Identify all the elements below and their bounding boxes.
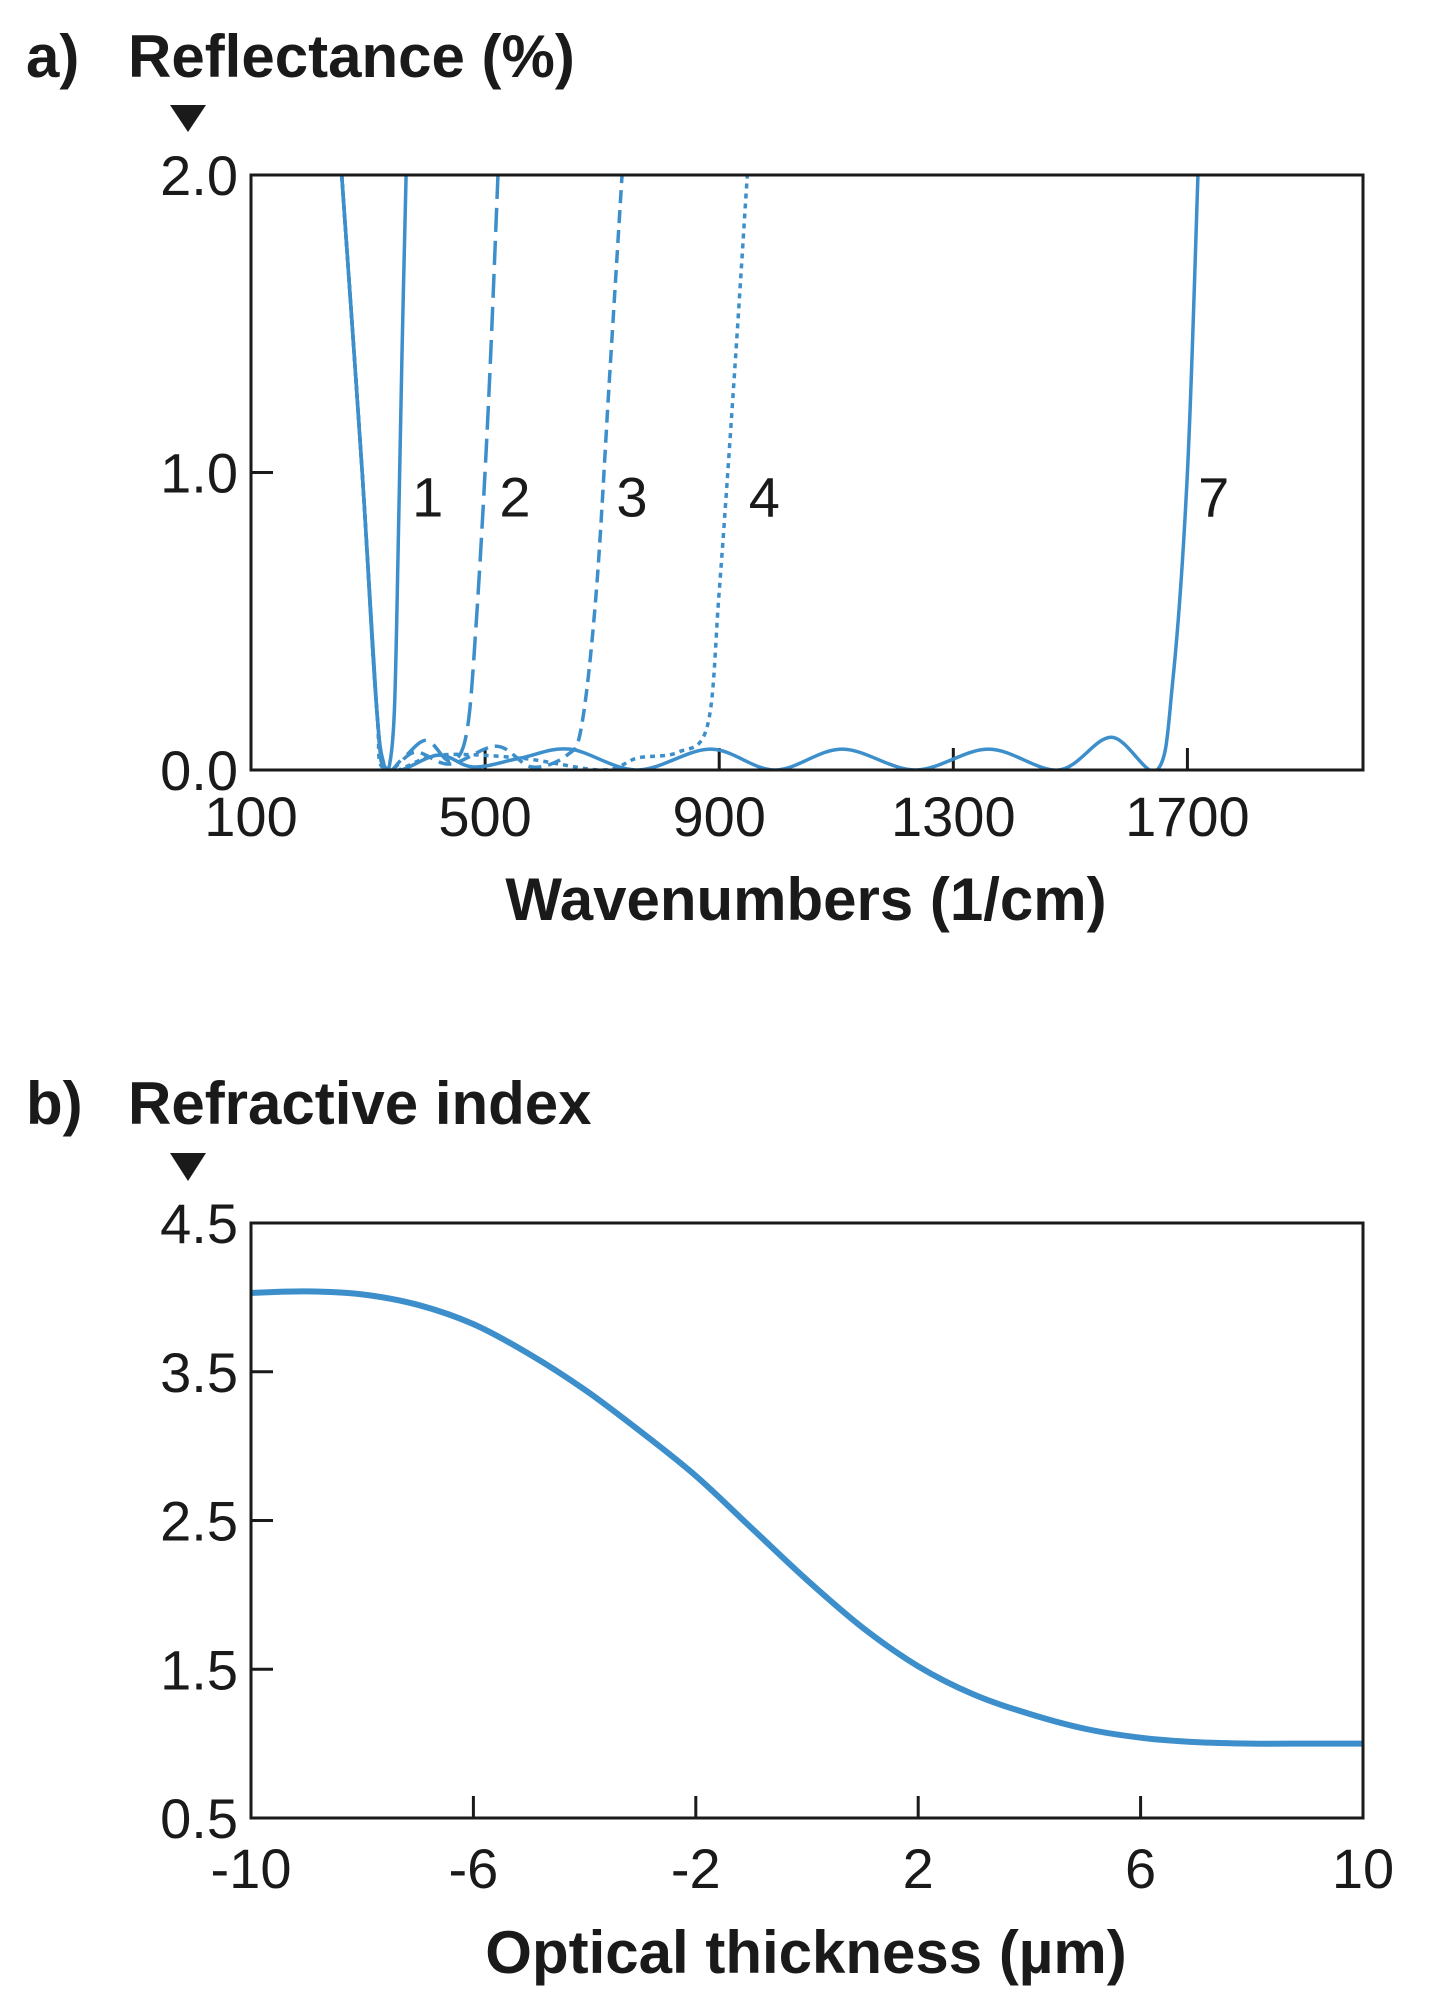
series-line-refractive-index: [251, 1288, 1363, 1747]
x-tick-label: -2: [671, 1837, 721, 1900]
curve-label-3: 3: [616, 465, 647, 528]
series-line-7: [339, 174, 1200, 770]
panel-b-label: b): [26, 1070, 83, 1137]
y-axis-arrow-icon: [170, 105, 206, 132]
panel-b-plot-frame: [249, 1221, 1365, 1820]
x-tick-label: -6: [449, 1837, 499, 1900]
y-tick-label: 1.0: [160, 442, 238, 505]
series-line-3: [339, 174, 624, 770]
curve-label-7: 7: [1198, 465, 1229, 528]
y-tick-label: 2.5: [160, 1490, 238, 1553]
curve-label-4: 4: [749, 465, 780, 528]
x-tick-label: 500: [438, 785, 531, 848]
x-tick-label: 1300: [891, 785, 1016, 848]
panel-a-curves: [339, 174, 1200, 770]
y-tick-label: 0.5: [160, 1787, 238, 1850]
x-tick-label: 2: [903, 1837, 934, 1900]
panel-a-label: a): [26, 23, 79, 90]
x-tick-label: 1700: [1125, 785, 1250, 848]
curve-label-1: 1: [412, 465, 443, 528]
x-tick-label: 100: [204, 785, 297, 848]
y-tick-label: 2.0: [160, 144, 238, 207]
y-tick-label: 3.5: [160, 1341, 238, 1404]
panel-b-title: Refractive index: [128, 1070, 592, 1137]
panel-b-x-axis-label: Optical thickness (µm): [485, 1919, 1126, 1986]
x-tick-label: 10: [1332, 1837, 1394, 1900]
x-tick-label: 900: [672, 785, 765, 848]
x-tick-label: 6: [1125, 1837, 1156, 1900]
panel-a-plot-frame: [249, 173, 1365, 772]
refractive-index-chart: b) Refractive index -10 -6 -2 2 6 10 0.5 1.5 2.5…: [26, 1070, 1394, 1986]
panel-a-title: Reflectance (%): [128, 23, 575, 90]
y-tick-label: 0.0: [160, 739, 238, 802]
panel-a-ticks: 100 500 900 1300 1700 0.0 1.0 2.0: [160, 144, 1250, 848]
y-tick-label: 1.5: [160, 1638, 238, 1701]
panel-b-curves: [251, 1288, 1363, 1747]
curve-label-2: 2: [499, 465, 530, 528]
x-tick-label: -10: [211, 1837, 292, 1900]
y-axis-arrow-icon: [170, 1153, 206, 1181]
panel-b-ticks: -10 -6 -2 2 6 10 0.5 1.5 2.5 3.5 4.5: [160, 1192, 1394, 1900]
reflectance-chart: a) Reflectance (%) 100 500 900 1300 17000.01…: [26, 23, 1365, 933]
y-tick-label: 4.5: [160, 1192, 238, 1255]
panel-a-x-axis-label: Wavenumbers (1/cm): [505, 866, 1106, 933]
